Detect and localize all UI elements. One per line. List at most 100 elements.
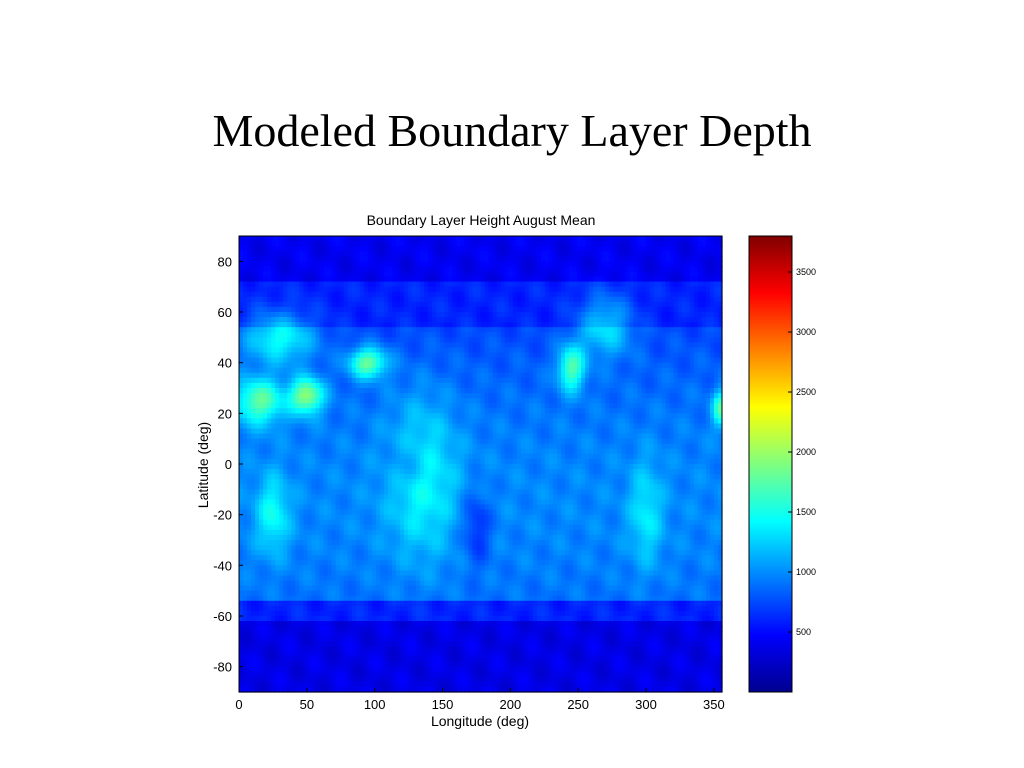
heatmap-cell bbox=[532, 372, 538, 379]
heatmap-cell bbox=[593, 301, 598, 308]
heatmap-cell bbox=[524, 322, 530, 328]
heatmap-cell bbox=[488, 408, 494, 414]
heatmap-cell bbox=[544, 301, 550, 308]
heatmap-cell bbox=[416, 301, 421, 308]
heatmap-cell bbox=[323, 317, 329, 323]
heatmap-cell bbox=[367, 342, 373, 349]
heatmap-cell bbox=[424, 236, 429, 242]
heatmap-cell bbox=[673, 393, 679, 399]
heatmap-cell bbox=[573, 291, 578, 298]
heatmap-cell bbox=[685, 266, 691, 273]
heatmap-cell bbox=[488, 301, 494, 308]
heatmap-cell bbox=[271, 413, 276, 419]
heatmap-cell bbox=[424, 266, 429, 273]
heatmap-cell bbox=[488, 337, 494, 343]
heatmap-cell bbox=[464, 327, 470, 333]
heatmap-cell bbox=[395, 261, 401, 267]
heatmap-cell bbox=[520, 367, 526, 374]
heatmap-cell bbox=[460, 276, 466, 283]
heatmap-cell bbox=[275, 408, 280, 414]
heatmap-cell bbox=[259, 362, 264, 369]
heatmap-cell bbox=[351, 352, 357, 359]
heatmap-cell bbox=[343, 352, 349, 359]
heatmap-cell bbox=[347, 256, 353, 262]
heatmap-cell bbox=[444, 261, 449, 267]
heatmap-cell bbox=[472, 246, 478, 252]
heatmap-cell bbox=[685, 388, 691, 394]
heatmap-cell bbox=[520, 413, 526, 419]
heatmap-cell bbox=[713, 433, 719, 440]
heatmap-cell bbox=[476, 428, 482, 435]
heatmap-cell bbox=[705, 306, 711, 313]
heatmap-cell bbox=[484, 352, 490, 359]
heatmap-cell bbox=[629, 367, 635, 374]
heatmap-cell bbox=[480, 291, 486, 298]
heatmap-cell bbox=[347, 236, 353, 242]
heatmap-cell bbox=[641, 362, 647, 369]
heatmap-cell bbox=[569, 291, 574, 298]
heatmap-cell bbox=[295, 377, 300, 384]
heatmap-cell bbox=[500, 423, 506, 430]
heatmap-cell bbox=[637, 266, 643, 273]
heatmap-cell bbox=[705, 347, 711, 354]
heatmap-cell bbox=[569, 362, 574, 369]
heatmap-cell bbox=[697, 413, 703, 419]
heatmap-cell bbox=[279, 408, 284, 414]
heatmap-cell bbox=[585, 266, 590, 273]
heatmap-cell bbox=[367, 291, 373, 298]
heatmap-cell bbox=[597, 296, 602, 303]
heatmap-cell bbox=[263, 306, 268, 313]
heatmap-cell bbox=[556, 413, 562, 419]
heatmap-cell bbox=[464, 393, 470, 399]
heatmap-cell bbox=[677, 327, 683, 333]
heatmap-cell bbox=[496, 322, 502, 328]
heatmap-cell bbox=[460, 372, 466, 379]
heatmap-cell bbox=[287, 352, 292, 359]
heatmap-cell bbox=[605, 332, 610, 338]
heatmap-cell bbox=[617, 403, 622, 409]
heatmap-cell bbox=[440, 393, 445, 399]
heatmap-cell bbox=[295, 418, 300, 425]
heatmap-cell bbox=[593, 281, 598, 288]
heatmap-cell bbox=[319, 271, 325, 278]
heatmap-cell bbox=[609, 398, 614, 404]
heatmap-cell bbox=[299, 236, 305, 242]
heatmap-cell bbox=[552, 377, 558, 384]
heatmap-cell bbox=[629, 403, 635, 409]
heatmap-cell bbox=[609, 256, 614, 262]
heatmap-cell bbox=[444, 266, 449, 273]
heatmap-cell bbox=[271, 393, 276, 399]
heatmap-cell bbox=[387, 291, 393, 298]
heatmap-cell bbox=[544, 291, 550, 298]
heatmap-cell bbox=[593, 332, 598, 338]
heatmap-cell bbox=[440, 443, 445, 450]
heatmap-cell bbox=[444, 433, 449, 440]
heatmap-cell bbox=[697, 408, 703, 414]
heatmap-cell bbox=[263, 312, 268, 318]
heatmap-cell bbox=[605, 256, 610, 262]
heatmap-cell bbox=[387, 241, 393, 247]
heatmap-cell bbox=[351, 317, 357, 323]
heatmap-cell bbox=[625, 332, 631, 338]
heatmap-cell bbox=[243, 408, 248, 414]
heatmap-cell bbox=[601, 306, 606, 313]
heatmap-cell bbox=[379, 362, 385, 369]
heatmap-cell bbox=[548, 372, 554, 379]
heatmap-cell bbox=[709, 281, 715, 288]
heatmap-cell bbox=[303, 291, 309, 298]
heatmap-cell bbox=[677, 423, 683, 430]
heatmap-cell bbox=[351, 276, 357, 283]
heatmap-cell bbox=[239, 428, 244, 435]
heatmap-cell bbox=[701, 276, 707, 283]
heatmap-cell bbox=[327, 271, 333, 278]
heatmap-cell bbox=[379, 286, 385, 293]
heatmap-cell bbox=[709, 357, 715, 364]
heatmap-cell bbox=[387, 347, 393, 354]
heatmap-cell bbox=[617, 281, 622, 288]
heatmap-cell bbox=[601, 418, 606, 425]
heatmap-cell bbox=[561, 438, 566, 445]
heatmap-cell bbox=[343, 433, 349, 440]
heatmap-cell bbox=[307, 428, 313, 435]
heatmap-cell bbox=[601, 322, 606, 328]
heatmap-cell bbox=[267, 382, 272, 389]
